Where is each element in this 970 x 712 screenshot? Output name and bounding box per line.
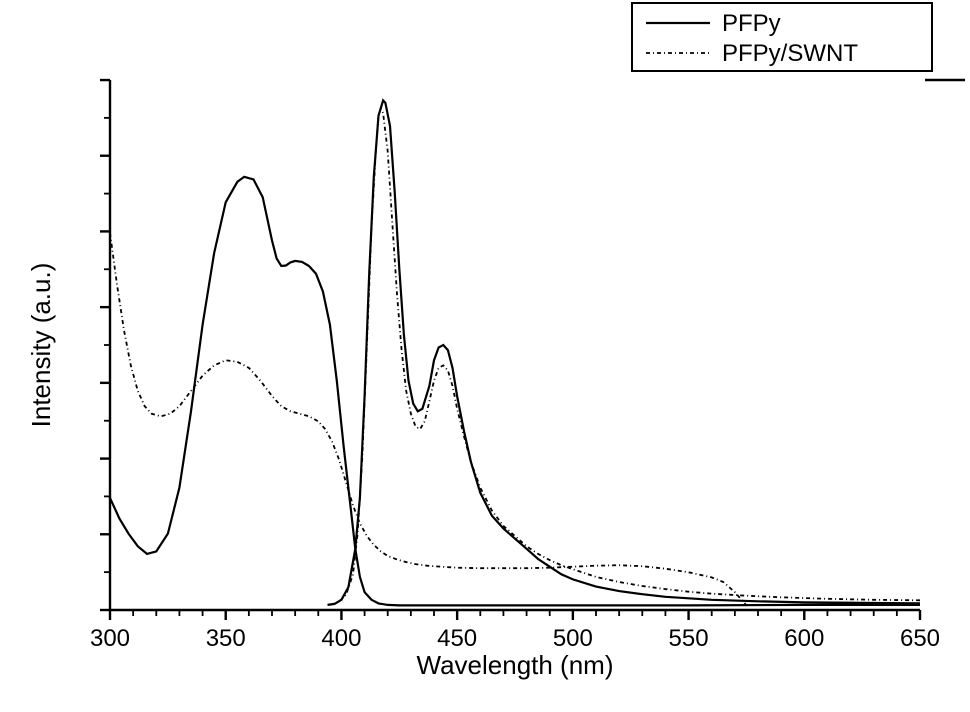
spectrum-chart: 300 350 400 450 500 550 600 650 Wavelength (nm) I… xyxy=(0,0,970,712)
legend-label: PFPy xyxy=(722,10,781,37)
x-tick-label: 600 xyxy=(784,625,824,652)
x-axis-label: Wavelength (nm) xyxy=(417,650,614,680)
x-tick-label: 450 xyxy=(437,625,477,652)
x-tick-label: 500 xyxy=(553,625,593,652)
chart-svg: 300 350 400 450 500 550 600 650 Wavelength (nm) I… xyxy=(0,0,970,712)
x-tick-label: 550 xyxy=(669,625,709,652)
y-axis-label: Intensity (a.u.) xyxy=(26,263,56,428)
x-tick-label: 350 xyxy=(206,625,246,652)
legend-label: PFPy/SWNT xyxy=(722,40,858,67)
x-tick-label: 650 xyxy=(900,625,940,652)
x-tick-label: 400 xyxy=(321,625,361,652)
x-tick-label: 300 xyxy=(90,625,130,652)
